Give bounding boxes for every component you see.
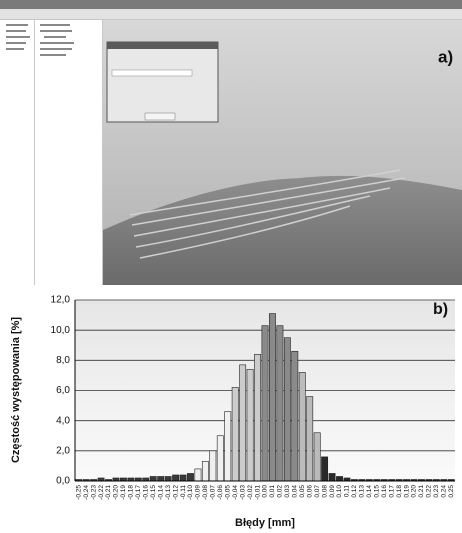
dialog [107,42,218,122]
x-tick-label: 0,12 [351,485,358,498]
bar [329,473,335,481]
tree-panel [0,20,34,285]
x-tick-label: 0,06 [306,485,313,498]
y-tick-label: 12,0 [51,295,71,306]
x-tick-label: 0,21 [418,485,425,498]
toolbar [0,9,462,19]
x-tick-label: -0,14 [157,485,164,500]
x-tick-label: -0,20 [113,485,120,500]
dialog-box [107,42,218,122]
y-tick-label: 10,0 [51,325,71,336]
x-tick-label: -0,07 [210,485,217,500]
x-tick-label: 0,05 [299,485,306,498]
y-tick-label: 2,0 [56,445,70,456]
x-tick-label: -0,02 [247,485,254,500]
x-tick-label: 0,25 [448,485,455,498]
x-tick-label: 0,01 [269,485,276,498]
panel-label: b) [433,301,448,318]
x-tick-label: 0,23 [433,485,440,498]
bar [269,314,275,481]
x-tick-label: -0,22 [98,485,105,500]
bar [158,476,164,481]
panel-label: a) [438,47,453,66]
bar [284,338,290,481]
x-tick-label: 0,24 [441,485,448,498]
bar [262,326,268,481]
x-tick-label: -0,16 [143,485,150,500]
x-tick-label: 0,02 [277,485,284,498]
bar [240,365,246,481]
x-tick-label: -0,17 [135,485,142,500]
bar [210,451,216,481]
x-tick-label: -0,12 [172,485,179,500]
bar [217,436,223,481]
dialog-button[interactable] [145,113,175,120]
x-tick-label: -0,01 [254,485,261,500]
x-tick-label: -0,03 [239,485,246,500]
y-tick-label: 0,0 [56,476,70,487]
x-tick-label: 0,07 [314,485,321,498]
x-tick-label: 0,11 [344,485,351,498]
bar [172,475,178,481]
bar [307,397,313,481]
x-tick-label: -0,21 [105,485,112,500]
x-tick-label: -0,25 [75,485,82,500]
x-tick-label: 0,03 [284,485,291,498]
bar [321,457,327,481]
x-tick-label: 0,22 [426,485,433,498]
x-tick-label: 0,18 [396,485,403,498]
x-tick-label: 0,15 [373,485,380,498]
bar [232,387,238,481]
x-tick-label: -0,18 [128,485,135,500]
bar [336,476,342,481]
x-tick-label: 0,10 [336,485,343,498]
x-tick-label: -0,15 [150,485,157,500]
x-tick-label: 0,09 [329,485,336,498]
x-tick-label: 0,19 [403,485,410,498]
bar [150,476,156,481]
x-tick-label: -0,19 [120,485,127,500]
x-tick-label: -0,08 [202,485,209,500]
x-tick-label: 0,20 [411,485,418,498]
bar [277,326,283,481]
bar [299,372,305,481]
x-tick-label: -0,13 [165,485,172,500]
x-tick-label: 0,14 [366,485,373,498]
x-tick-label: -0,11 [180,485,187,500]
y-tick-label: 8,0 [56,355,70,366]
x-tick-label: -0,23 [90,485,97,500]
dialog-title-bar [107,42,218,49]
bar [314,433,320,481]
y-tick-label: 6,0 [56,385,70,396]
x-tick-label: -0,24 [83,485,90,500]
x-tick-label: -0,06 [217,485,224,500]
y-axis-title: Częstość występowania [%] [10,317,22,463]
x-tick-label: 0,13 [359,485,366,498]
bar [254,354,260,481]
bar [247,369,253,481]
bar [187,473,193,481]
bar [292,351,298,481]
bar [225,412,231,481]
tree-panel [35,20,102,285]
x-axis-title: Błędy [mm] [235,517,295,529]
x-tick-label: 0,00 [262,485,269,498]
bar [195,469,201,481]
x-tick-label: 0,16 [381,485,388,498]
bar [202,461,208,481]
x-tick-label: -0,09 [195,485,202,500]
figure: a) b) Częstość występowania [%] Błędy [m… [0,0,462,533]
x-tick-label: -0,05 [224,485,231,500]
x-tick-label: 0,08 [321,485,328,498]
x-tick-label: 0,17 [388,485,395,498]
x-tick-label: -0,10 [187,485,194,500]
dialog-field[interactable] [112,70,192,76]
screenshot: a) [0,0,462,285]
x-tick-label: -0,04 [232,485,239,500]
y-tick-label: 4,0 [56,415,70,426]
title-bar [0,0,462,9]
bar [165,476,171,481]
x-tick-label: 0,04 [292,485,299,498]
bar [180,475,186,481]
